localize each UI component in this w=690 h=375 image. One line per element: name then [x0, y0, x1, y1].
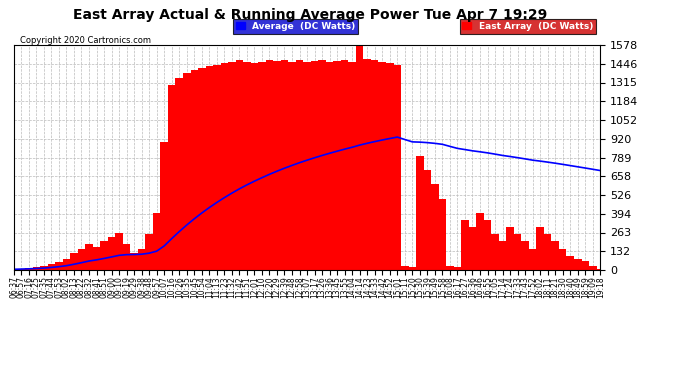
Text: Copyright 2020 Cartronics.com: Copyright 2020 Cartronics.com [19, 36, 150, 45]
Text: East Array Actual & Running Average Power Tue Apr 7 19:29: East Array Actual & Running Average Powe… [73, 8, 548, 21]
Legend: East Array  (DC Watts): East Array (DC Watts) [460, 19, 595, 33]
